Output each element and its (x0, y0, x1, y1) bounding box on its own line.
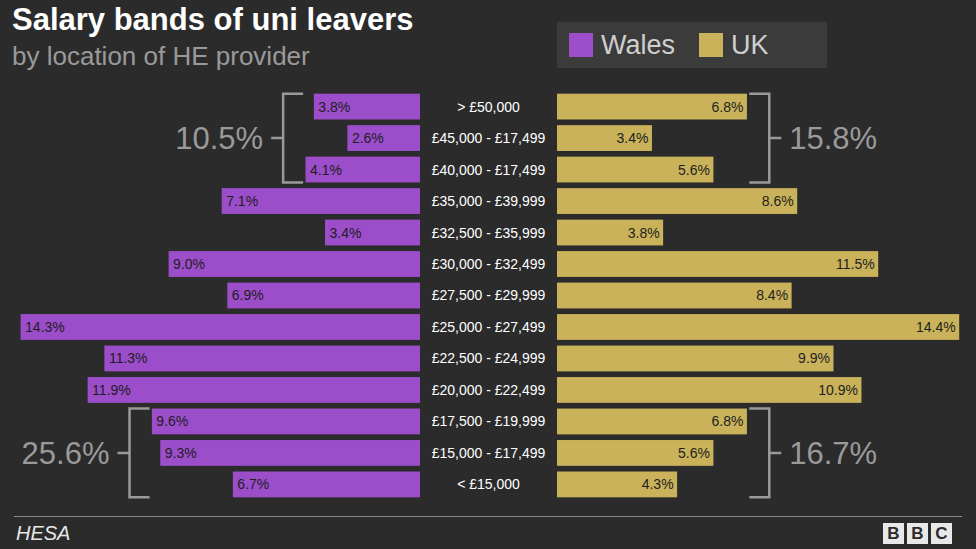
svg-text:4.3%: 4.3% (642, 476, 674, 492)
html-text:Salary bands of uni leavers: Salary bands of uni leavers (12, 2, 414, 37)
html-text:B: B (911, 524, 924, 543)
svg-text:14.4%: 14.4% (916, 319, 956, 335)
svg-text:> £50,000: > £50,000 (457, 99, 520, 115)
svg-text:£45,000 - £17,499: £45,000 - £17,499 (432, 130, 546, 146)
svg-text:11.9%: 11.9% (92, 382, 131, 398)
svg-text:10.5%: 10.5% (175, 121, 263, 156)
html-text:B: B (887, 524, 900, 543)
svg-text:5.6%: 5.6% (678, 445, 710, 461)
svg-text:11.5%: 11.5% (836, 256, 875, 272)
svg-text:3.4%: 3.4% (617, 130, 649, 146)
svg-text:4.1%: 4.1% (310, 162, 342, 178)
svg-text:8.4%: 8.4% (756, 287, 788, 303)
svg-text:10.9%: 10.9% (818, 382, 858, 398)
svg-text:£32,500 - £35,999: £32,500 - £35,999 (432, 225, 546, 241)
svg-text:£17,500 - £19,999: £17,500 - £19,999 (432, 413, 546, 429)
html-text:Wales: Wales (601, 29, 675, 60)
html-text:HESA: HESA (16, 522, 71, 544)
svg-text:15.8%: 15.8% (789, 121, 877, 156)
svg-text:£15,000 - £17,499: £15,000 - £17,499 (432, 445, 546, 461)
svg-text:6.7%: 6.7% (237, 476, 269, 492)
svg-text:9.0%: 9.0% (173, 256, 205, 272)
svg-text:9.9%: 9.9% (798, 350, 830, 366)
svg-text:6.9%: 6.9% (232, 287, 264, 303)
svg-text:25.6%: 25.6% (22, 436, 110, 471)
svg-text:9.6%: 9.6% (156, 413, 188, 429)
svg-text:11.3%: 11.3% (109, 350, 148, 366)
svg-text:£22,500 - £24,999: £22,500 - £24,999 (432, 350, 546, 366)
html-text:UK: UK (731, 29, 769, 60)
svg-text:£20,000 - £22,499: £20,000 - £22,499 (432, 382, 546, 398)
svg-text:£40,000 - £17,499: £40,000 - £17,499 (432, 162, 546, 178)
svg-text:14.3%: 14.3% (25, 319, 65, 335)
html-text:by location of HE provider: by location of HE provider (12, 41, 310, 71)
svg-text:6.8%: 6.8% (712, 99, 744, 115)
svg-text:8.6%: 8.6% (762, 193, 794, 209)
svg-text:2.6%: 2.6% (352, 130, 384, 146)
svg-text:£35,000 - £39,999: £35,000 - £39,999 (432, 193, 546, 209)
svg-text:3.8%: 3.8% (318, 99, 350, 115)
svg-text:£30,000 - £32,499: £30,000 - £32,499 (432, 256, 546, 272)
svg-text:3.4%: 3.4% (330, 225, 362, 241)
svg-text:5.6%: 5.6% (678, 162, 710, 178)
svg-text:6.8%: 6.8% (712, 413, 744, 429)
svg-text:9.3%: 9.3% (165, 445, 197, 461)
svg-text:£27,500 - £29,999: £27,500 - £29,999 (432, 287, 546, 303)
svg-text:7.1%: 7.1% (226, 193, 258, 209)
html-text:C: C (935, 524, 948, 543)
svg-text:3.8%: 3.8% (628, 225, 660, 241)
svg-text:< £15,000: < £15,000 (457, 476, 520, 492)
svg-text:16.7%: 16.7% (789, 436, 877, 471)
svg-text:£25,000 - £27,499: £25,000 - £27,499 (432, 319, 546, 335)
